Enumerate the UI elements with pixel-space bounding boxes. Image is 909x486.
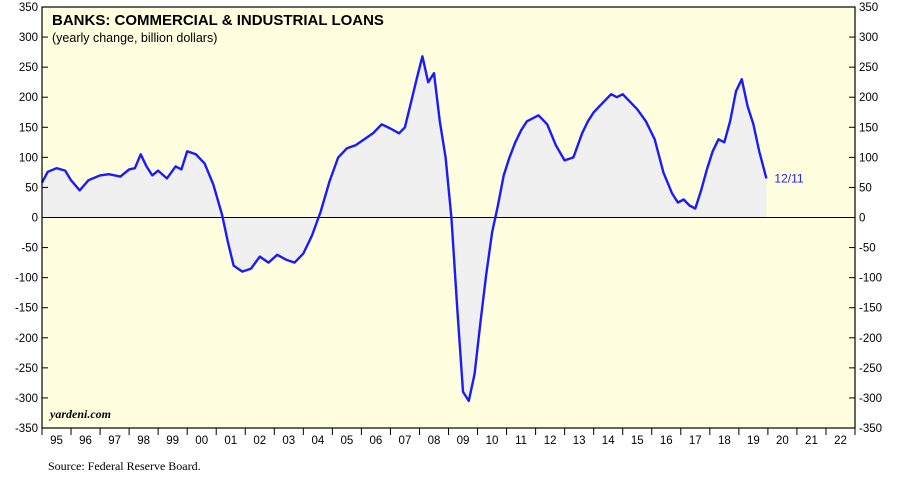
chart-subtitle: (yearly change, billion dollars) [52,31,217,45]
y-tick-label-left: -100 [15,273,38,285]
x-tick-label: 12 [544,435,557,447]
series-line [40,55,768,403]
y-tick-label-left: -250 [15,363,38,375]
y-tick-label-left: 100 [19,152,38,164]
x-tick-label: 15 [631,435,644,447]
x-tick-label: 21 [805,435,818,447]
x-tick-label: 17 [689,435,702,447]
y-tick-label-left: -150 [15,303,38,315]
x-tick-label: 98 [137,435,150,447]
area-layer [42,56,767,401]
y-tick-label-right: -350 [859,423,882,435]
chart-title: BANKS: COMMERCIAL & INDUSTRIAL LOANS [52,12,384,29]
y-tick-label-right: -50 [859,243,876,255]
series-area [42,56,767,401]
y-tick-label-right: 300 [859,32,878,44]
x-tick-label: 06 [370,435,383,447]
x-tick-label: 03 [282,435,295,447]
x-tick-label: 22 [834,435,847,447]
x-tick-label: 97 [108,435,121,447]
y-tick-label-right: -100 [859,273,882,285]
y-tick-label-right: 100 [859,152,878,164]
x-tick-label: 20 [776,435,789,447]
x-tick-label: 05 [340,435,353,447]
y-tick-label-right: 0 [859,213,865,225]
y-tick-label-right: -250 [859,363,882,375]
x-tick-label: 09 [457,435,470,447]
x-tick-label: 04 [311,435,324,447]
y-tick-label-left: 50 [25,182,38,194]
y-tick-label-left: -300 [15,393,38,405]
x-tick-label: 10 [486,435,499,447]
y-ticks-left: 350 300 250 200 150 100 50 0 -50 -100 -150 -200 -250… [15,2,48,435]
x-tick-label: 96 [79,435,92,447]
y-tick-label-right: -150 [859,303,882,315]
x-tick-label: 14 [602,435,615,447]
x-tick-label: 18 [718,435,731,447]
x-tick-label: 11 [515,435,527,447]
y-tick-label-left: 250 [19,62,38,74]
y-tick-label-right: 150 [859,122,878,134]
x-tick-label: 00 [195,435,208,447]
x-ticks: 95 96 97 98 99 00 01 02 03 04 05 06 07 08 09 10 11 12 13 14… [41,428,856,447]
y-tick-label-left: 0 [32,213,38,225]
y-tick-label-right: 50 [859,182,872,194]
x-tick-label: 07 [399,435,412,447]
y-tick-label-left: -350 [15,423,38,435]
y-tick-label-left: 350 [19,2,38,14]
series-layer [40,55,768,403]
x-tick-label: 13 [573,435,586,447]
end-date-label: 12/11 [774,171,803,185]
x-tick-label: 95 [50,435,63,447]
x-tick-label: 16 [660,435,673,447]
source-note: Source: Federal Reserve Board. [48,459,201,473]
y-tick-label-right: 200 [859,92,878,104]
y-tick-label-right: -200 [859,333,882,345]
y-tick-label-right: 250 [859,62,878,74]
y-tick-label-left: 150 [19,122,38,134]
y-ticks-right: 350 300 250 200 150 100 50 0 -50 -100 -150 -200 -250… [849,2,882,435]
watermark: yardeni.com [48,407,111,421]
y-tick-label-left: -200 [15,333,38,345]
x-tick-label: 01 [224,435,237,447]
y-tick-label-left: 300 [19,32,38,44]
y-tick-label-left: -50 [21,243,38,255]
x-tick-label: 19 [747,435,760,447]
y-tick-label-right: -300 [859,393,882,405]
x-tick-label: 99 [166,435,179,447]
y-tick-label-right: 350 [859,2,878,14]
x-tick-label: 02 [253,435,266,447]
y-tick-label-left: 200 [19,92,38,104]
x-tick-label: 08 [428,435,441,447]
